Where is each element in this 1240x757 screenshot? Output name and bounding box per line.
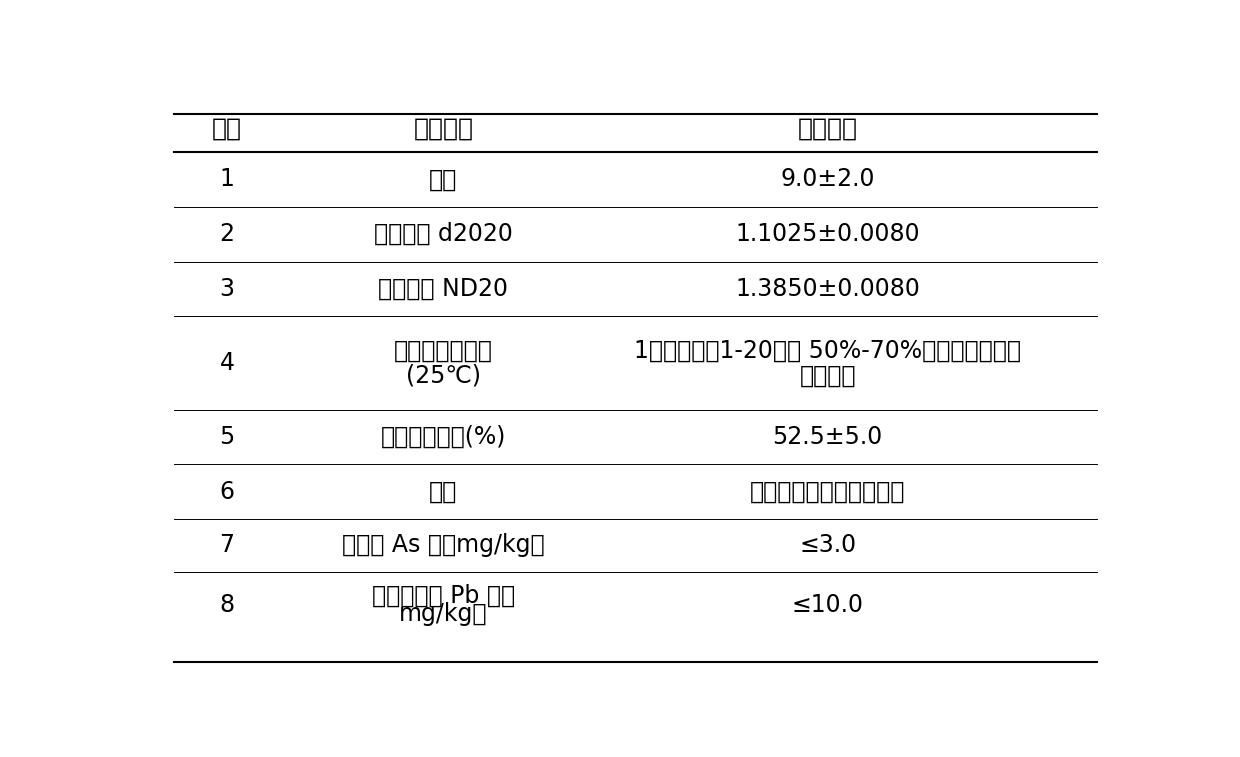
Text: 挥发成份总量(%): 挥发成份总量(%) bbox=[381, 425, 506, 449]
Text: 发酵香料: 发酵香料 bbox=[797, 117, 858, 141]
Text: 折光指数 ND20: 折光指数 ND20 bbox=[378, 277, 508, 301]
Text: 52.5±5.0: 52.5±5.0 bbox=[773, 425, 883, 449]
Text: 相对密度 d2020: 相对密度 d2020 bbox=[374, 223, 512, 246]
Text: 5: 5 bbox=[219, 425, 234, 449]
Text: 乙醇中的溶混度: 乙醇中的溶混度 bbox=[394, 338, 492, 363]
Text: 9.0±2.0: 9.0±2.0 bbox=[780, 167, 875, 192]
Text: 外观: 外观 bbox=[429, 480, 458, 504]
Text: 1: 1 bbox=[219, 167, 234, 192]
Text: 6: 6 bbox=[219, 480, 234, 504]
Text: 7: 7 bbox=[219, 534, 234, 557]
Text: 1体积样品在1-20体积 50%-70%的乙醇溶液中溶: 1体积样品在1-20体积 50%-70%的乙醇溶液中溶 bbox=[634, 338, 1022, 363]
Text: 检测项目: 检测项目 bbox=[413, 117, 474, 141]
Text: 酸値: 酸値 bbox=[429, 167, 458, 192]
Text: 1.3850±0.0080: 1.3850±0.0080 bbox=[735, 277, 920, 301]
Text: mg/kg）: mg/kg） bbox=[399, 603, 487, 626]
Text: (25℃): (25℃) bbox=[405, 363, 481, 388]
Text: 碇（以 As 计，mg/kg）: 碇（以 As 计，mg/kg） bbox=[342, 534, 544, 557]
Text: 重金属（以 Pb 计，: 重金属（以 Pb 计， bbox=[372, 584, 515, 608]
Text: ≤10.0: ≤10.0 bbox=[791, 593, 864, 617]
Text: 序号: 序号 bbox=[212, 117, 242, 141]
Text: 2: 2 bbox=[219, 223, 234, 246]
Text: ≤3.0: ≤3.0 bbox=[799, 534, 857, 557]
Text: 8: 8 bbox=[219, 593, 234, 617]
Text: 解性稍好: 解性稍好 bbox=[800, 363, 856, 388]
Text: 红棕色流状膏体，不澄清: 红棕色流状膏体，不澄清 bbox=[750, 480, 905, 504]
Text: 3: 3 bbox=[219, 277, 234, 301]
Text: 1.1025±0.0080: 1.1025±0.0080 bbox=[735, 223, 920, 246]
Text: 4: 4 bbox=[219, 351, 234, 375]
